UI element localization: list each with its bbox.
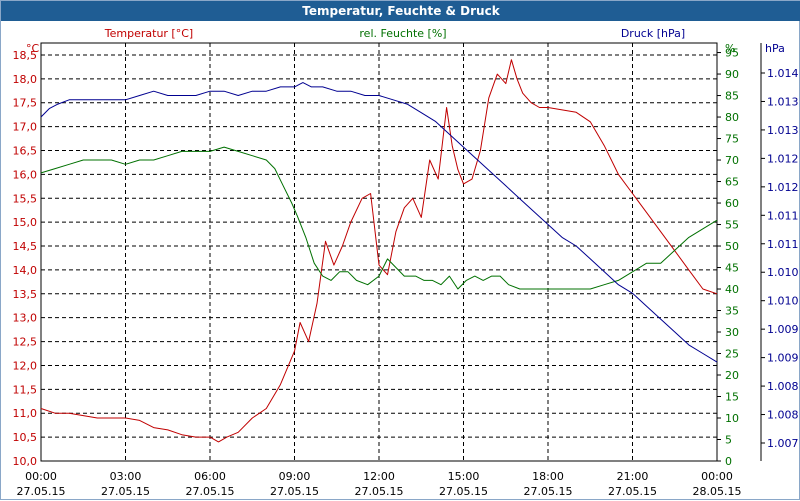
pressure-tick-label: 1.008	[767, 409, 799, 422]
series-line-humidity	[40, 146, 718, 290]
humidity-tick-label: 95	[725, 47, 739, 60]
temperature-tick-label: 13,0	[13, 312, 38, 325]
x-tick-time: 06:00	[194, 470, 226, 483]
pressure-axis-title: Druck [hPa]	[621, 27, 685, 40]
humidity-tick-label: 75	[725, 133, 739, 146]
plot-area	[40, 59, 718, 443]
temperature-tick-label: 10,5	[13, 431, 38, 444]
humidity-tick-label: 50	[725, 240, 739, 253]
humidity-tick-label: 25	[725, 348, 739, 361]
x-tick-date: 27.05.15	[186, 485, 235, 498]
pressure-tick-label: 1.008	[767, 380, 799, 393]
pressure-tick-label: 1.014	[767, 67, 799, 80]
x-tick-date: 27.05.15	[355, 485, 404, 498]
humidity-axis-title: rel. Feuchte [%]	[359, 27, 446, 40]
x-tick-time: 21:00	[617, 470, 649, 483]
x-tick-time: 00:00	[25, 470, 57, 483]
pressure-tick-label: 1.012	[767, 152, 799, 165]
pressure-tick-label: 1.013	[767, 95, 799, 108]
pressure-tick-label: 1.009	[767, 323, 799, 336]
humidity-tick-label: 90	[725, 68, 739, 81]
humidity-tick-label: 55	[725, 219, 739, 232]
humidity-unit: %	[725, 42, 735, 55]
x-tick-time: 15:00	[448, 470, 480, 483]
x-tick-date: 27.05.15	[101, 485, 150, 498]
temperature-tick-label: 14,5	[13, 240, 38, 253]
temperature-tick-label: 18,0	[13, 73, 38, 86]
plot-border	[40, 42, 718, 462]
pressure-tick-label: 1.010	[767, 266, 799, 279]
series-line-pressure	[40, 82, 718, 363]
humidity-tick-label: 80	[725, 111, 739, 124]
temperature-tick-label: 15,0	[13, 216, 38, 229]
x-tick-date: 28.05.15	[693, 485, 742, 498]
pressure-unit: hPa	[765, 42, 785, 55]
x-tick-date: 27.05.15	[270, 485, 319, 498]
temperature-tick-label: 18,5	[13, 49, 38, 62]
axes: 10,0 10,5 11,0 11,5 12,0 12,5 13,0 13,5 14,0 14,5…	[13, 27, 799, 498]
temperature-tick-label: 11,5	[13, 383, 38, 396]
temperature-tick-label: 11,0	[13, 407, 38, 420]
humidity-tick-label: 0	[725, 455, 732, 468]
temperature-tick-label: 14,0	[13, 264, 38, 277]
humidity-tick-label: 45	[725, 262, 739, 275]
temperature-axis-title: Temperatur [°C]	[104, 27, 193, 40]
pressure-tick-label: 1.009	[767, 352, 799, 365]
pressure-tick-label: 1.011	[767, 209, 799, 222]
x-tick-time: 00:00	[701, 470, 733, 483]
x-tick-date: 27.05.15	[524, 485, 573, 498]
humidity-tick-label: 10	[725, 412, 739, 425]
temperature-tick-label: 16,0	[13, 168, 38, 181]
series-line-temperature	[40, 59, 718, 443]
humidity-tick-label: 5	[725, 434, 732, 447]
humidity-tick-label: 35	[725, 305, 739, 318]
x-tick-date: 27.05.15	[608, 485, 657, 498]
pressure-tick-label: 1.011	[767, 238, 799, 251]
temperature-tick-label: 17,5	[13, 97, 38, 110]
temperature-tick-label: 13,5	[13, 288, 38, 301]
chart-title: Temperatur, Feuchte & Druck	[1, 1, 800, 21]
humidity-tick-label: 15	[725, 391, 739, 404]
x-tick-date: 27.05.15	[17, 485, 66, 498]
grid	[40, 42, 718, 462]
humidity-tick-label: 30	[725, 326, 739, 339]
humidity-tick-label: 60	[725, 197, 739, 210]
humidity-tick-label: 85	[725, 90, 739, 103]
pressure-tick-label: 1.013	[767, 124, 799, 137]
humidity-tick-label: 40	[725, 283, 739, 296]
pressure-tick-label: 1.007	[767, 437, 799, 450]
temperature-tick-label: 16,5	[13, 144, 38, 157]
temperature-tick-label: 10,0	[13, 455, 38, 468]
pressure-tick-label: 1.012	[767, 181, 799, 194]
humidity-tick-label: 65	[725, 176, 739, 189]
x-tick-time: 09:00	[279, 470, 311, 483]
humidity-tick-label: 70	[725, 154, 739, 167]
temperature-tick-label: 15,5	[13, 192, 38, 205]
x-tick-time: 18:00	[532, 470, 564, 483]
pressure-tick-label: 1.010	[767, 295, 799, 308]
x-tick-time: 12:00	[363, 470, 395, 483]
temperature-tick-label: 12,5	[13, 336, 38, 349]
temperature-unit: °C	[26, 42, 40, 55]
x-tick-time: 03:00	[110, 470, 142, 483]
humidity-tick-label: 20	[725, 369, 739, 382]
x-tick-date: 27.05.15	[439, 485, 488, 498]
temperature-tick-label: 17,0	[13, 121, 38, 134]
temperature-tick-label: 12,0	[13, 359, 38, 372]
